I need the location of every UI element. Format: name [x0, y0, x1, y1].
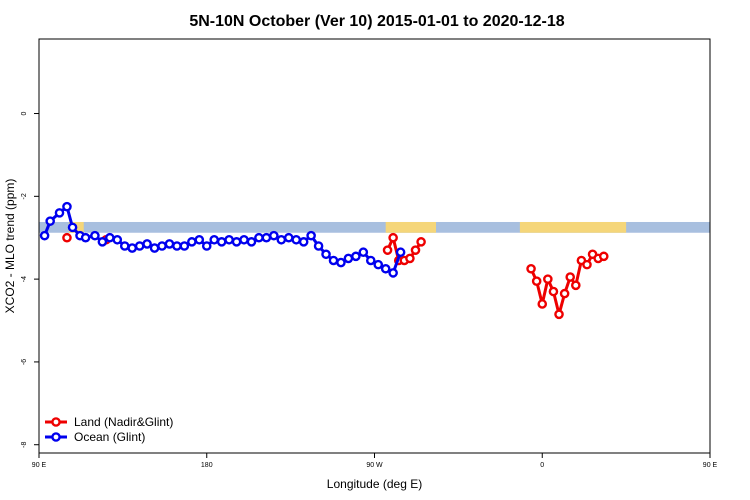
- data-point: [254, 232, 264, 243]
- data-point: [187, 237, 197, 247]
- land-band: [385, 221, 437, 233]
- y-tick-label: -4: [21, 276, 28, 282]
- data-point: [224, 234, 234, 245]
- data-point: [571, 280, 581, 291]
- data-point: [395, 247, 406, 258]
- data-point: [298, 237, 309, 247]
- data-point: [582, 259, 592, 270]
- data-point: [127, 243, 137, 253]
- data-point: [537, 299, 548, 309]
- data-point: [62, 201, 72, 212]
- data-point: [291, 234, 302, 245]
- y-tick-label: -2: [21, 193, 28, 199]
- data-point: [276, 234, 287, 245]
- land-band: [519, 221, 627, 233]
- data-point: [283, 232, 294, 243]
- legend-marker: [51, 432, 61, 442]
- data-point: [351, 251, 361, 262]
- data-point: [67, 222, 78, 233]
- data-point: [388, 268, 398, 278]
- data-point: [382, 245, 393, 255]
- y-tick-label: -6: [21, 359, 28, 365]
- data-point: [336, 257, 346, 268]
- data-point: [565, 272, 576, 282]
- data-point: [269, 230, 279, 241]
- data-point: [149, 243, 160, 253]
- data-point: [239, 234, 249, 245]
- y-axis: 0 -2 -4 -6 -8: [21, 111, 39, 448]
- data-point: [142, 239, 152, 249]
- chart-title: 5N-10N October (Ver 10) 2015-01-01 to 20…: [189, 13, 564, 30]
- data-point: [559, 288, 570, 299]
- data-point: [54, 208, 65, 218]
- data-point: [548, 286, 559, 297]
- data-point: [526, 263, 536, 274]
- data-point: [194, 234, 205, 245]
- data-point: [134, 241, 145, 251]
- legend-marker: [51, 417, 61, 427]
- ocean-band: [39, 221, 710, 233]
- data-point: [164, 239, 175, 249]
- data-point: [416, 237, 426, 247]
- x-tick-label: 0: [540, 462, 544, 469]
- data-point: [405, 253, 415, 264]
- data-point: [80, 232, 91, 243]
- data-point: [45, 216, 55, 226]
- data-point: [231, 237, 242, 247]
- data-point: [209, 234, 220, 245]
- x-axis: 90 E 180 90 W 0 90 E: [32, 453, 718, 469]
- x-tick-label: 90 E: [703, 462, 718, 469]
- y-axis-label: XCO2 - MLO trend (ppm): [3, 179, 17, 314]
- x-tick-label: 90 E: [32, 462, 47, 469]
- data-point: [380, 263, 391, 274]
- data-point: [410, 245, 421, 255]
- data-point: [179, 241, 190, 251]
- data-point: [388, 232, 398, 243]
- data-point: [313, 241, 324, 251]
- legend: Land (Nadir&Glint)Ocean (Glint): [45, 415, 173, 444]
- series-layer: [39, 201, 609, 320]
- data-point: [358, 247, 369, 258]
- x-tick-label: 90 W: [366, 462, 383, 469]
- data-point: [543, 274, 553, 284]
- series-ocean-glint: [39, 201, 406, 278]
- data-point: [201, 241, 212, 251]
- x-tick-label: 180: [201, 462, 213, 469]
- background-band: [39, 221, 710, 233]
- data-point: [97, 237, 108, 247]
- data-point: [112, 234, 123, 245]
- data-point: [554, 309, 564, 320]
- data-point: [365, 255, 376, 266]
- data-point: [157, 241, 167, 251]
- data-point: [246, 237, 257, 247]
- legend-label: Land (Nadir&Glint): [74, 415, 173, 429]
- data-point: [328, 255, 339, 266]
- data-point: [39, 230, 50, 241]
- data-point: [172, 241, 182, 251]
- data-point: [306, 230, 316, 241]
- x-axis-label: Longitude (deg E): [327, 477, 422, 491]
- data-point: [261, 232, 272, 243]
- data-point: [343, 253, 354, 264]
- data-point: [216, 237, 227, 247]
- y-tick-label: 0: [21, 111, 28, 115]
- data-point: [90, 230, 100, 241]
- data-point: [119, 241, 130, 251]
- data-point: [373, 259, 384, 270]
- data-point: [105, 232, 115, 243]
- legend-label: Ocean (Glint): [74, 430, 145, 444]
- data-point: [531, 276, 542, 286]
- data-point: [321, 249, 331, 260]
- y-tick-label: -8: [21, 442, 28, 448]
- data-point: [598, 251, 609, 262]
- data-point: [62, 232, 72, 243]
